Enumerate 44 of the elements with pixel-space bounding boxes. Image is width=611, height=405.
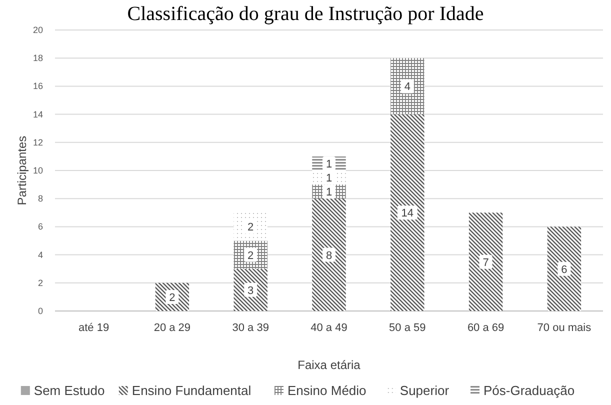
y-tick-label: 20 [32, 25, 43, 35]
y-tick-label: 12 [32, 137, 43, 148]
y-tick-label: 6 [38, 222, 43, 232]
x-tick-label: 30 a 39 [232, 322, 269, 334]
x-axis-title: Faixa etária [298, 358, 361, 372]
data-label: 8 [326, 250, 332, 262]
y-tick-label: 4 [38, 250, 43, 260]
legend-label: Ensino Fundamental [132, 383, 252, 398]
bar [312, 198, 346, 311]
bar [468, 212, 503, 311]
y-tick-label: 14 [32, 109, 43, 120]
x-tick-label: até 19 [78, 322, 110, 334]
legend-label: Superior [400, 383, 450, 398]
y-tick-label: 0 [38, 306, 43, 316]
data-label: 1 [326, 186, 332, 199]
bar [234, 268, 268, 311]
data-label: 7 [482, 256, 489, 269]
bar [390, 114, 424, 311]
legend-label: Ensino Médio [288, 383, 366, 398]
y-tick-label: 8 [38, 194, 43, 204]
x-tick-label: 20 a 29 [154, 322, 191, 334]
bar [547, 226, 582, 311]
y-axis-title: Participantes [15, 136, 29, 206]
x-tick-label: 50 a 59 [389, 322, 426, 334]
legend-label: Sem Estudo [34, 383, 105, 398]
data-label: 1 [326, 172, 332, 185]
data-label: 2 [169, 292, 176, 304]
y-tick-label: 18 [32, 53, 43, 64]
data-label: 2 [248, 222, 254, 234]
y-tick-label: 16 [32, 81, 43, 92]
legend-label: Pós-Graduação [484, 383, 575, 398]
data-label: 6 [561, 264, 568, 276]
bar [390, 58, 424, 114]
chart-title: Classificação do grau de Instrução por Idade [127, 3, 484, 25]
x-tick-label: 60 a 69 [467, 322, 504, 334]
y-tick-label: 2 [38, 278, 43, 288]
data-label: 2 [248, 250, 254, 262]
data-label: 4 [404, 81, 410, 94]
x-tick-label: 40 a 49 [310, 322, 348, 334]
data-label: 1 [326, 158, 332, 170]
data-label: 3 [248, 284, 254, 297]
x-tick-label: 70 ou mais [537, 322, 592, 334]
y-tick-label: 10 [32, 166, 43, 176]
data-label: 14 [401, 208, 414, 220]
